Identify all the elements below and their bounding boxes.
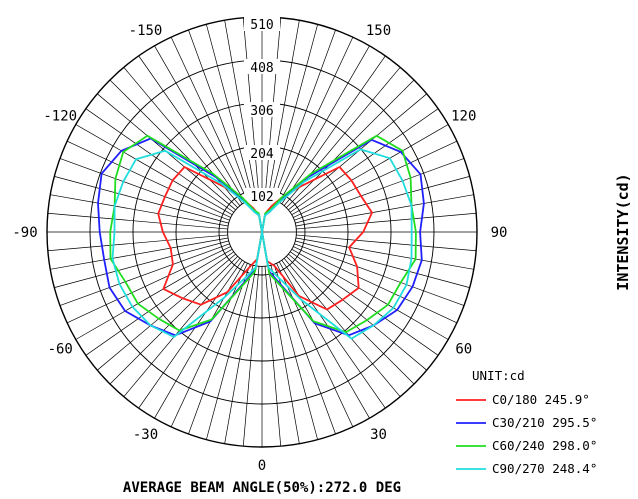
grid-spoke xyxy=(47,232,248,252)
grid-spoke xyxy=(264,246,300,444)
grid-spoke xyxy=(47,212,248,232)
grid-spoke xyxy=(85,108,250,224)
angle-tick-label: 120 xyxy=(451,109,476,125)
radial-tick-label: 408 xyxy=(250,61,273,76)
radial-label-bg xyxy=(244,102,280,117)
grid-spoke xyxy=(274,124,449,225)
angle-tick-label: -150 xyxy=(129,23,163,39)
grid-spoke xyxy=(276,235,470,288)
grid-spoke xyxy=(170,36,256,219)
angle-tick-label: 30 xyxy=(370,427,387,443)
grid-spoke xyxy=(75,239,250,340)
angle-tick-label: 60 xyxy=(455,342,472,358)
grid-spoke xyxy=(266,29,336,218)
grid-spoke xyxy=(224,246,260,444)
grid-spoke xyxy=(271,67,401,221)
beam-angle-footer: AVERAGE BEAM ANGLE(50%):272.0 DEG xyxy=(123,480,401,496)
grid-spoke xyxy=(66,140,249,226)
grid-spoke xyxy=(85,240,250,356)
angle-tick-labels: 0 30 60 90 120 150 -30 -60 -90 -120 -150 xyxy=(12,23,507,474)
angle-tick-label: 150 xyxy=(366,23,391,39)
grid-spoke xyxy=(224,20,260,218)
grid-spoke xyxy=(262,17,282,218)
grid-spoke xyxy=(272,242,415,385)
legend-entry: C30/210 295.5° xyxy=(492,415,597,430)
grid-spoke xyxy=(273,241,427,371)
grid-spoke xyxy=(59,158,248,228)
grid-spoke xyxy=(273,93,427,223)
grid-spoke xyxy=(276,194,474,230)
legend-entry: C0/180 245.9° xyxy=(492,392,590,407)
radial-tick-label: 204 xyxy=(250,147,274,162)
grid-spoke xyxy=(97,93,251,223)
grid-spoke xyxy=(276,236,465,306)
grid-spoke xyxy=(272,79,415,222)
grid-spoke xyxy=(50,194,248,230)
grid-spoke xyxy=(242,246,262,447)
series-line xyxy=(111,148,413,340)
angle-tick-label: -90 xyxy=(12,225,37,241)
grid-spoke xyxy=(276,232,477,252)
angle-tick-label: 0 xyxy=(258,458,266,474)
y-axis-label: INTENSITY(cd) xyxy=(614,173,632,290)
grid-spoke xyxy=(265,24,318,218)
series-group xyxy=(97,134,425,340)
unit-label: UNIT:cd xyxy=(472,368,525,383)
radial-tick-label: 510 xyxy=(250,18,273,33)
radial-tick-label: 306 xyxy=(250,104,273,119)
radial-label-bg xyxy=(244,16,280,31)
legend: UNIT:cd C0/180 245.9° C30/210 295.5° C60/2… xyxy=(456,368,597,476)
grid-spoke xyxy=(269,244,370,419)
grid-spoke xyxy=(75,124,250,225)
grid-spoke xyxy=(275,140,458,226)
grid-spoke xyxy=(66,238,249,324)
grid-spoke xyxy=(269,45,370,220)
grid-spoke xyxy=(123,67,253,221)
grid-spoke xyxy=(274,239,449,340)
grid-spoke xyxy=(262,246,282,447)
grid-spoke xyxy=(54,176,248,229)
legend-entry: C90/270 248.4° xyxy=(492,461,597,476)
angle-tick-label: -30 xyxy=(133,427,158,443)
grid-spoke xyxy=(274,108,439,224)
grid-spoke xyxy=(54,235,248,288)
grid-spoke xyxy=(109,79,252,222)
radial-label-bg xyxy=(244,188,280,203)
angle-tick-label: 90 xyxy=(491,225,508,241)
grid-spoke xyxy=(276,234,474,270)
radial-tick-labels: 102 204 306 408 510 xyxy=(244,16,280,205)
grid-spoke xyxy=(276,176,470,229)
grid-spoke xyxy=(59,236,248,306)
grid-spoke xyxy=(109,242,252,385)
grid-spoke xyxy=(276,158,465,228)
grid-spoke xyxy=(271,243,401,397)
grid-spoke xyxy=(206,24,259,218)
angle-tick-label: -60 xyxy=(48,342,73,358)
grid-spoke xyxy=(123,243,253,397)
grid-spoke xyxy=(188,29,258,218)
legend-entry: C60/240 298.0° xyxy=(492,438,597,453)
grid-spoke xyxy=(268,36,354,219)
grid-spoke xyxy=(50,234,248,270)
radial-tick-label: 102 xyxy=(250,190,273,205)
grid-spoke xyxy=(154,45,255,220)
grid-spoke xyxy=(154,244,255,419)
radial-label-bg xyxy=(244,145,280,160)
radial-label-bg xyxy=(244,59,280,74)
angle-tick-label: -120 xyxy=(43,109,77,125)
grid-spoke xyxy=(242,17,262,218)
grid-spoke xyxy=(275,238,458,324)
grid-spoke xyxy=(276,212,477,232)
grid-spoke xyxy=(274,240,439,356)
grid-spoke xyxy=(97,241,251,371)
grid-spoke xyxy=(264,20,300,218)
